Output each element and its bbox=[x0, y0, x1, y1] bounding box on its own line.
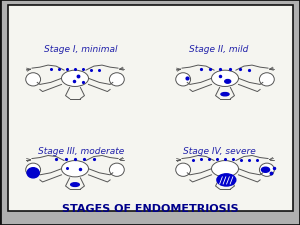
Ellipse shape bbox=[262, 167, 270, 173]
Ellipse shape bbox=[110, 73, 124, 87]
Ellipse shape bbox=[225, 80, 231, 84]
Ellipse shape bbox=[212, 71, 239, 87]
FancyBboxPatch shape bbox=[8, 6, 292, 211]
Ellipse shape bbox=[71, 183, 79, 187]
Ellipse shape bbox=[212, 161, 239, 177]
Ellipse shape bbox=[27, 168, 39, 178]
Ellipse shape bbox=[110, 163, 124, 177]
Ellipse shape bbox=[61, 71, 88, 87]
Ellipse shape bbox=[260, 73, 274, 87]
Ellipse shape bbox=[221, 93, 229, 96]
Ellipse shape bbox=[260, 163, 274, 177]
Text: Stage I, minimal: Stage I, minimal bbox=[44, 45, 118, 54]
Ellipse shape bbox=[217, 174, 236, 186]
Ellipse shape bbox=[26, 73, 40, 87]
Text: Stage IV, severe: Stage IV, severe bbox=[183, 146, 255, 155]
Text: STAGES OF ENDOMETRIOSIS: STAGES OF ENDOMETRIOSIS bbox=[62, 203, 238, 213]
Ellipse shape bbox=[176, 163, 190, 177]
Ellipse shape bbox=[176, 73, 190, 87]
Ellipse shape bbox=[26, 163, 40, 177]
Text: Stage III, moderate: Stage III, moderate bbox=[38, 146, 124, 155]
Ellipse shape bbox=[61, 161, 88, 177]
Text: Stage II, mild: Stage II, mild bbox=[189, 45, 249, 54]
